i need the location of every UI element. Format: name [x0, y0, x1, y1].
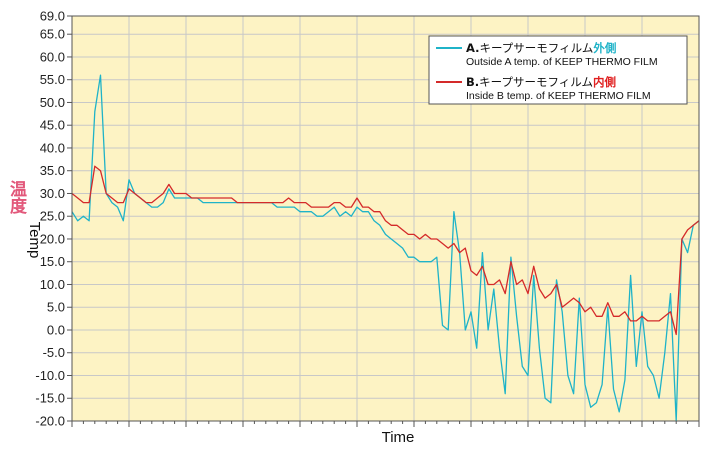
legend-sub-outside: Outside A temp. of KEEP THERMO FILM [466, 56, 658, 68]
y-tick-label: 65.0 [40, 27, 65, 42]
legend-emph-inside: 内側 [593, 75, 616, 89]
y-tick-label: -15.0 [35, 391, 65, 406]
y-tick-label: 30.0 [40, 186, 65, 201]
series-line-outside [71, 74, 700, 422]
y-tick-label: 10.0 [40, 277, 65, 292]
y-tick-label: -5.0 [43, 345, 65, 360]
legend-label-inside: B.キープサーモフィルム内側 [466, 75, 616, 89]
plot-frame [71, 15, 700, 422]
y-tick-label: 0.0 [47, 322, 65, 337]
y-tick-label: 50.0 [40, 95, 65, 110]
legend: A.キープサーモフィルム外側 Outside A temp. of KEEP T… [428, 35, 688, 105]
series-lines [71, 74, 700, 422]
legend-sub-inside: Inside B temp. of KEEP THERMO FILM [466, 90, 651, 102]
y-tick-label: 69.0 [40, 9, 65, 24]
y-tick-label: 25.0 [40, 209, 65, 224]
legend-prefix-inside: B. [466, 75, 479, 89]
y-tick-label: 45.0 [40, 118, 65, 133]
legend-prefix-outside: A. [466, 41, 479, 55]
y-axis-title: Temp [26, 222, 43, 259]
y-tick-label: -20.0 [35, 414, 65, 429]
y-tick-label: 40.0 [40, 140, 65, 155]
legend-main-inside: キープサーモフィルム [479, 75, 593, 89]
y-tick-label: -10.0 [35, 368, 65, 383]
y-tick-label: 15.0 [40, 254, 65, 269]
x-axis-title: Time [382, 429, 415, 446]
legend-label-outside: A.キープサーモフィルム外側 [466, 41, 616, 55]
legend-main-outside: キープサーモフィルム [479, 41, 593, 55]
y-tick-label: 60.0 [40, 49, 65, 64]
y-tick-label: 20.0 [40, 231, 65, 246]
y-tick-labels: 69.0 65.0 60.0 55.0 50.0 45.0 40.0 35.0 30.0 25.0… [35, 9, 72, 429]
y-tick-label: 35.0 [40, 163, 65, 178]
y-tick-label: 55.0 [40, 72, 65, 87]
axes [71, 15, 700, 427]
series-line-inside [71, 165, 700, 336]
y-axis-title-jp: 温度 [6, 180, 27, 215]
legend-emph-outside: 外側 [592, 41, 616, 55]
y-tick-label: 5.0 [47, 300, 65, 315]
legend-box [428, 35, 688, 105]
